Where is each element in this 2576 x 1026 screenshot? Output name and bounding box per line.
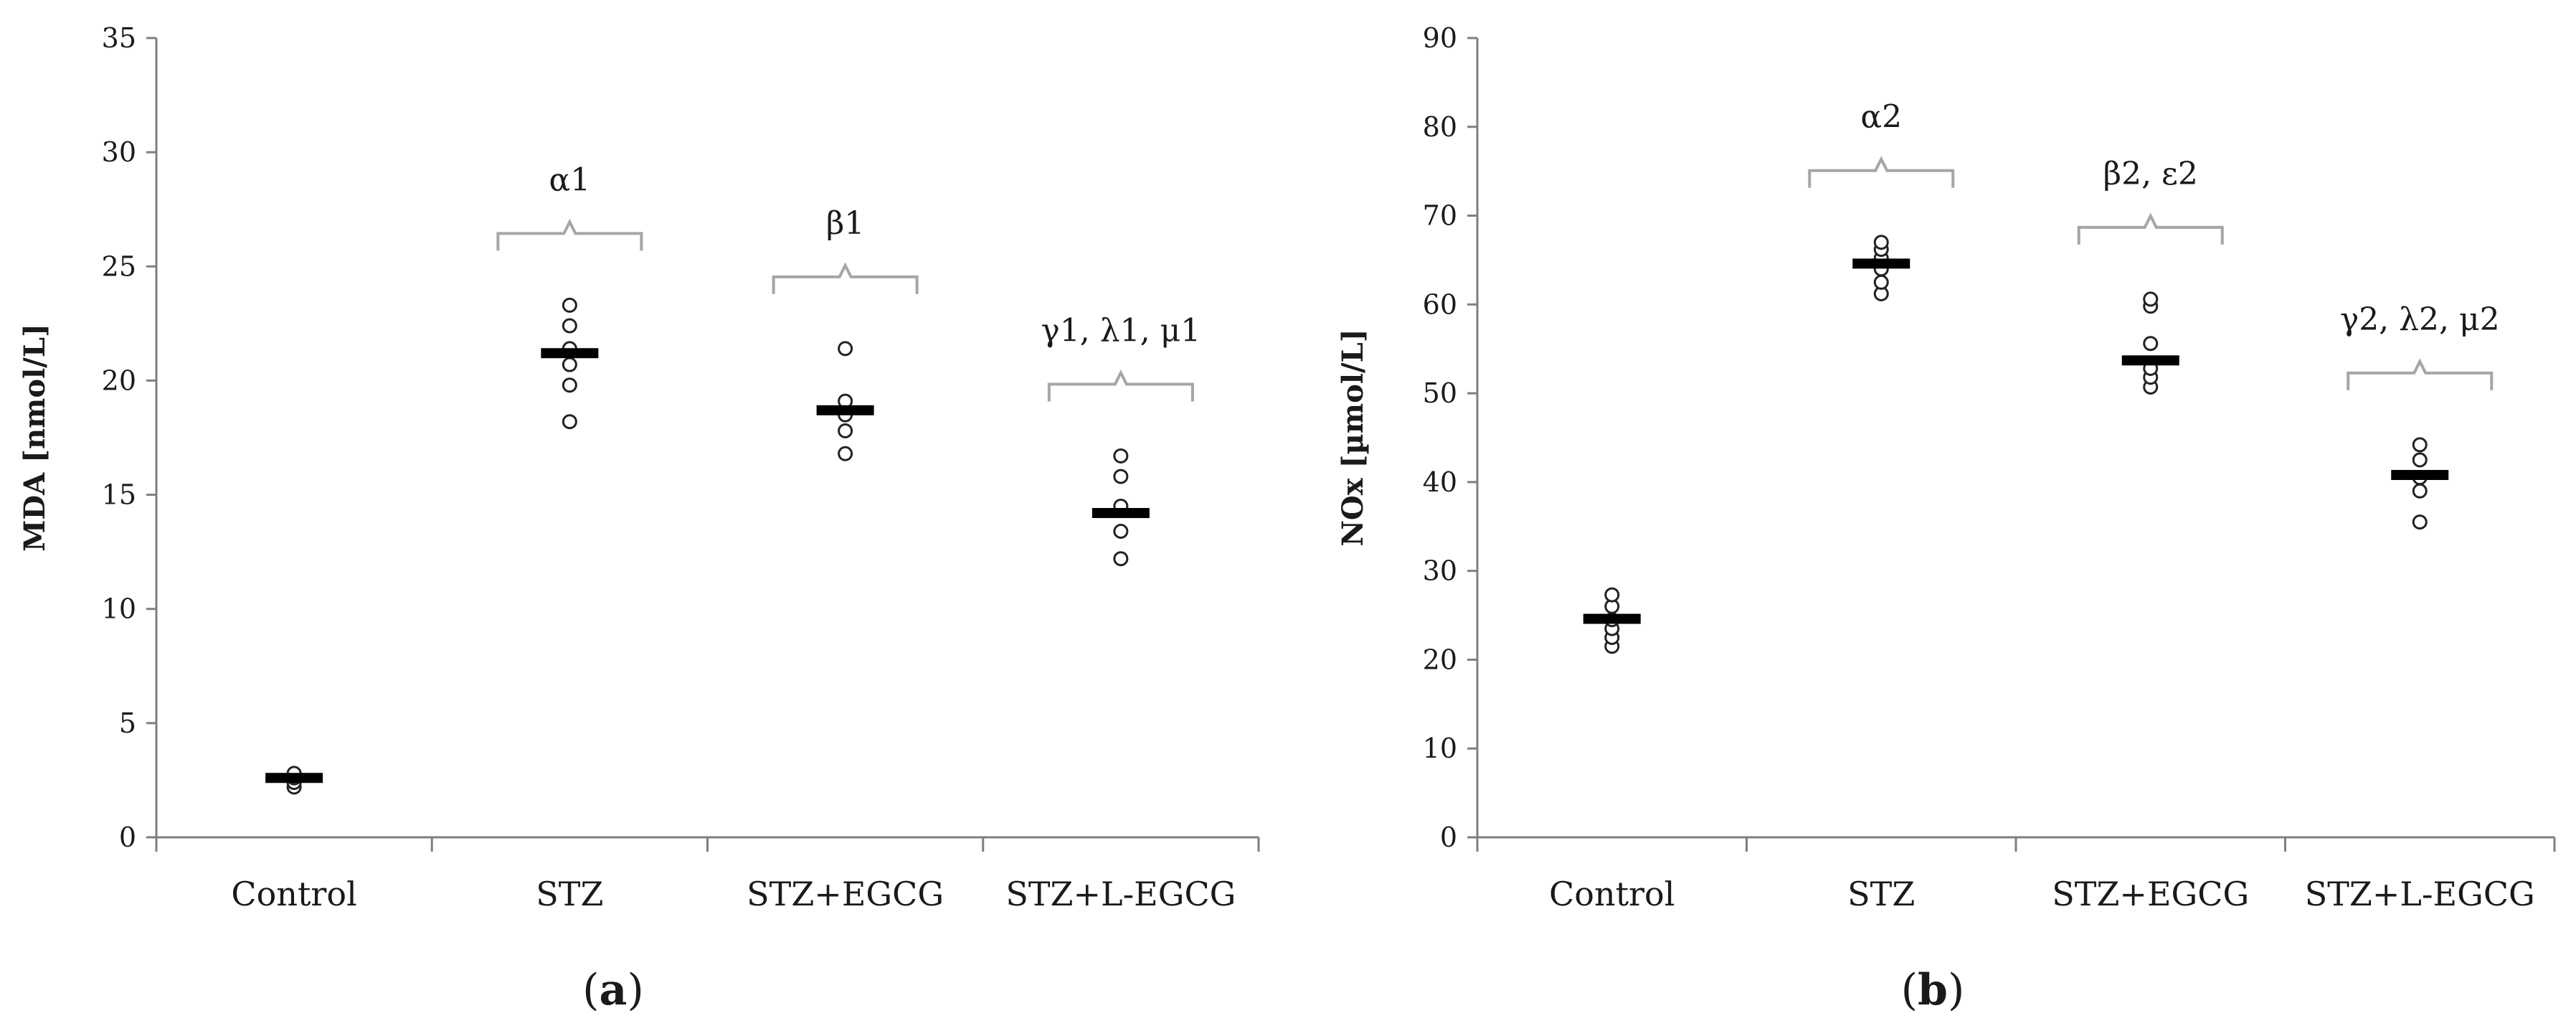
significance-annotation: γ1, λ1, μ1 (1041, 312, 1201, 349)
y-tick-label: 30 (102, 136, 136, 168)
y-tick-label: 0 (119, 822, 136, 853)
data-point (2143, 336, 2159, 352)
data-point (1113, 469, 1129, 484)
category-label: Control (231, 875, 356, 913)
data-point (1113, 523, 1129, 539)
data-point (562, 297, 577, 313)
data-point (2412, 452, 2428, 468)
data-point (838, 423, 853, 438)
category-label: STZ (536, 875, 603, 913)
category-label: Control (1549, 875, 1675, 913)
y-tick-label: 0 (1440, 822, 1457, 853)
significance-bracket (2077, 212, 2224, 245)
category-label: STZ+EGCG (2052, 875, 2249, 913)
y-tick-label: 5 (119, 707, 136, 739)
y-tick-label: 80 (1423, 111, 1457, 143)
y-tick-label: 15 (102, 479, 136, 511)
data-point (562, 357, 577, 372)
category-label: STZ (1847, 875, 1915, 913)
significance-bracket (1047, 369, 1194, 402)
mean-bar (2391, 469, 2449, 480)
y-axis-label: NOx [µmol/L] (1336, 329, 1370, 546)
significance-bracket (1808, 156, 1955, 188)
data-point (1113, 448, 1129, 463)
y-tick-label: 40 (1423, 466, 1457, 498)
category-label: STZ+L-EGCG (1005, 875, 1236, 913)
significance-bracket (496, 218, 643, 251)
mean-bar (541, 348, 599, 359)
panel-a-mda-chart: 0 5 10 15 20 25 30 35 Control STZ STZ+EGCG STZ+L-EG… (18, 22, 1260, 1015)
mean-bar (1583, 613, 1641, 624)
significance-annotation: β1 (826, 205, 864, 242)
mean-bar (265, 773, 323, 783)
data-point (1604, 587, 1620, 603)
data-point (1873, 235, 1889, 250)
data-point (838, 341, 853, 357)
category-label: STZ+L-EGCG (2305, 875, 2535, 913)
y-tick-label: 50 (1423, 377, 1457, 409)
data-point (562, 414, 577, 430)
data-point (1873, 274, 1889, 290)
y-tick-label: 25 (102, 250, 136, 282)
significance-annotation: α2 (1860, 99, 1902, 136)
data-point (562, 377, 577, 393)
significance-annotation: α1 (549, 161, 591, 198)
data-point (1113, 551, 1129, 567)
panel-label: (b) (1901, 965, 1965, 1015)
y-tick-label: 10 (102, 593, 136, 625)
significance-annotation: γ2, λ2, μ2 (2340, 301, 2500, 338)
data-point (2412, 483, 2428, 499)
mean-bar (2121, 355, 2179, 366)
mean-bar (816, 405, 874, 415)
panel-letter: a (600, 965, 628, 1015)
y-tick-label: 10 (1423, 733, 1457, 764)
significance-bracket (2347, 358, 2494, 390)
y-tick-label: 70 (1423, 200, 1457, 232)
mean-bar (1092, 508, 1150, 519)
category-label: STZ+EGCG (747, 875, 944, 913)
y-tick-label: 35 (102, 22, 136, 54)
panel-b-nox-chart: 0 10 20 30 40 50 60 70 80 90 Control STZ STZ+EGCG STZ… (1336, 22, 2556, 1015)
mean-bar (1852, 258, 1910, 269)
significance-bracket (772, 262, 919, 294)
y-tick-label: 60 (1423, 288, 1457, 320)
y-tick-label: 30 (1423, 555, 1457, 587)
y-tick-label: 90 (1423, 22, 1457, 54)
data-point (838, 446, 853, 461)
data-point (562, 318, 577, 334)
y-tick-label: 20 (102, 364, 136, 396)
panel-label: (a) (582, 965, 644, 1015)
data-point (2412, 437, 2428, 453)
significance-annotation: β2, ε2 (2103, 156, 2198, 192)
panel-letter: b (1918, 965, 1948, 1015)
data-point (2412, 514, 2428, 530)
data-point (2143, 291, 2159, 307)
y-axis-label: MDA [nmol/L] (18, 324, 52, 552)
y-tick-label: 20 (1423, 644, 1457, 675)
